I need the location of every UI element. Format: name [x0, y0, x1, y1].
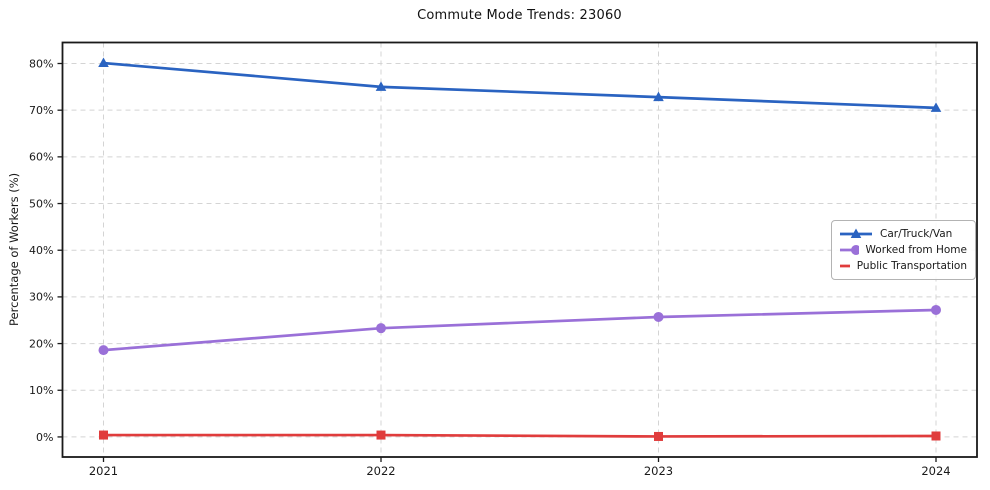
- y-axis-label: Percentage of Workers (%): [7, 172, 21, 327]
- legend-item-car-truck-van: Car/Truck/Van: [839, 227, 967, 241]
- triangle-marker-icon: [840, 228, 872, 238]
- y-tick-label: 60%: [29, 151, 53, 164]
- y-tick-label: 30%: [29, 291, 53, 304]
- triangle-data-marker: [653, 91, 664, 102]
- square-data-marker: [376, 430, 386, 440]
- triangle-data-marker: [98, 57, 109, 68]
- square-data-marker: [931, 431, 941, 441]
- legend-label: Car/Truck/Van: [880, 228, 953, 240]
- y-tick-label: 20%: [29, 337, 53, 350]
- series-line-circle: [102, 308, 938, 352]
- square-data-marker: [99, 430, 108, 440]
- y-tick-label: 80%: [29, 57, 53, 70]
- legend: Car/Truck/Van Worked from Home Public Tr…: [831, 220, 976, 280]
- chart-title: Commute Mode Trends: 23060: [417, 8, 622, 23]
- y-tick-label: 50%: [29, 197, 53, 210]
- y-tick-label: 10%: [29, 384, 53, 397]
- legend-label: Public Transportation: [856, 260, 967, 272]
- circle-data-marker: [653, 311, 664, 322]
- circle-marker-icon: [840, 245, 859, 255]
- triangle-data-marker: [850, 228, 862, 238]
- legend-item-public-transportation: Public Transportation: [839, 259, 967, 273]
- series-line-triangle: [102, 61, 938, 110]
- y-tick-label: 40%: [29, 244, 53, 257]
- triangle-data-marker: [930, 102, 942, 112]
- triangle-data-marker: [375, 81, 387, 91]
- legend-item-worked-from-home: Worked from Home: [839, 243, 967, 257]
- legend-label: Worked from Home: [865, 244, 967, 256]
- y-tick-label: 0%: [36, 431, 53, 444]
- x-tick-label: 2024: [921, 464, 950, 478]
- square-marker-icon: [840, 264, 850, 268]
- square-data-marker: [654, 431, 663, 441]
- x-tick-label: 2021: [89, 464, 118, 478]
- x-tick-label: 2022: [366, 464, 395, 478]
- circle-data-marker: [931, 304, 941, 315]
- series-line-square: [102, 433, 938, 438]
- y-tick-label: 70%: [29, 104, 53, 117]
- x-tick-label: 2023: [644, 464, 673, 478]
- circle-data-marker: [98, 345, 109, 356]
- circle-data-marker: [851, 245, 859, 255]
- circle-data-marker: [376, 323, 386, 334]
